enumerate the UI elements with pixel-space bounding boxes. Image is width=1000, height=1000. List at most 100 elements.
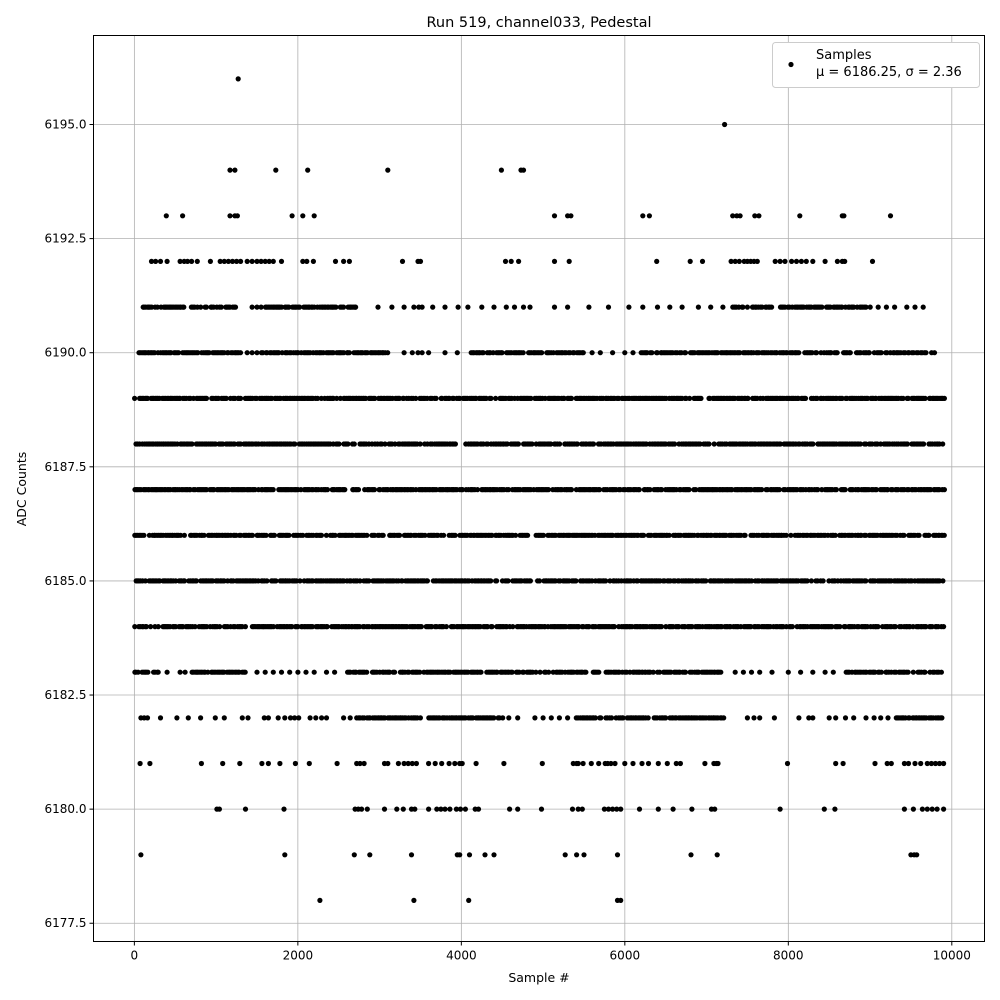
data-point xyxy=(305,167,311,173)
data-point xyxy=(557,441,563,447)
data-point xyxy=(810,441,816,447)
data-point xyxy=(382,441,388,447)
data-point xyxy=(566,258,572,264)
data-point xyxy=(145,669,151,675)
data-point xyxy=(225,258,231,264)
data-point xyxy=(439,760,445,767)
data-point xyxy=(409,760,415,767)
data-point xyxy=(910,669,916,675)
data-point xyxy=(249,350,255,356)
data-point xyxy=(679,304,685,310)
data-point xyxy=(493,395,499,401)
data-point xyxy=(819,304,825,310)
data-point xyxy=(515,806,521,812)
data-point xyxy=(569,806,576,812)
data-point xyxy=(654,350,661,356)
data-point xyxy=(506,715,512,721)
data-point xyxy=(645,760,652,767)
data-point xyxy=(863,304,869,310)
data-point xyxy=(491,715,497,721)
data-point xyxy=(883,304,890,310)
data-point xyxy=(292,441,298,447)
data-point xyxy=(381,806,388,812)
data-point xyxy=(614,852,621,858)
data-point xyxy=(411,897,417,904)
data-point xyxy=(287,715,294,721)
data-point xyxy=(932,760,939,767)
data-point xyxy=(177,258,183,264)
data-point xyxy=(757,715,763,721)
data-point xyxy=(412,806,418,812)
data-point xyxy=(905,760,912,767)
data-point xyxy=(265,760,271,767)
data-point xyxy=(821,806,827,812)
data-point xyxy=(863,578,869,584)
data-point xyxy=(916,532,922,538)
data-point xyxy=(203,304,209,310)
data-point xyxy=(583,669,589,675)
data-point xyxy=(315,395,321,401)
data-point xyxy=(574,441,581,447)
data-point xyxy=(708,304,714,310)
data-point xyxy=(249,304,255,310)
data-point xyxy=(323,715,330,721)
data-point xyxy=(147,760,153,767)
data-point xyxy=(892,624,899,630)
legend-series-label: Samples xyxy=(816,48,872,63)
data-point xyxy=(878,669,885,675)
data-point xyxy=(822,258,828,264)
data-point xyxy=(715,760,721,767)
data-point xyxy=(195,350,201,356)
data-point xyxy=(614,806,620,812)
data-point xyxy=(479,304,485,310)
data-point xyxy=(385,167,391,173)
data-point xyxy=(282,852,288,858)
data-point xyxy=(135,669,141,675)
data-point xyxy=(480,350,486,356)
data-point xyxy=(347,715,353,721)
data-point xyxy=(318,532,325,538)
data-point xyxy=(510,624,516,630)
data-point xyxy=(702,760,708,767)
data-point xyxy=(636,806,643,812)
data-point xyxy=(417,669,423,675)
data-point xyxy=(924,806,930,812)
data-point xyxy=(936,760,943,767)
data-point xyxy=(212,715,218,721)
data-point xyxy=(341,304,347,310)
data-point xyxy=(466,897,472,904)
data-point xyxy=(912,304,918,310)
data-point xyxy=(300,213,306,219)
data-point xyxy=(926,532,932,538)
data-point xyxy=(875,624,881,630)
data-point xyxy=(796,350,802,356)
data-point xyxy=(234,258,240,264)
data-point xyxy=(918,760,924,767)
data-point xyxy=(551,304,558,310)
data-point xyxy=(177,669,183,675)
data-point xyxy=(254,258,260,264)
data-point xyxy=(238,395,244,401)
data-point xyxy=(319,715,325,721)
data-point xyxy=(914,852,920,858)
data-point xyxy=(609,715,615,721)
data-point xyxy=(385,350,391,356)
data-point xyxy=(474,487,481,493)
data-point xyxy=(488,578,494,584)
data-point xyxy=(837,624,843,630)
data-point xyxy=(940,441,946,447)
data-point xyxy=(929,806,935,812)
data-point xyxy=(419,304,425,310)
data-point xyxy=(275,715,281,721)
data-point xyxy=(689,806,695,812)
data-point xyxy=(505,578,511,584)
data-point xyxy=(769,669,775,675)
data-point xyxy=(539,350,545,356)
data-point xyxy=(192,624,198,630)
data-point xyxy=(506,487,512,493)
legend-marker xyxy=(788,61,794,68)
data-point xyxy=(426,760,432,767)
data-point xyxy=(698,395,704,401)
data-point xyxy=(888,760,894,767)
